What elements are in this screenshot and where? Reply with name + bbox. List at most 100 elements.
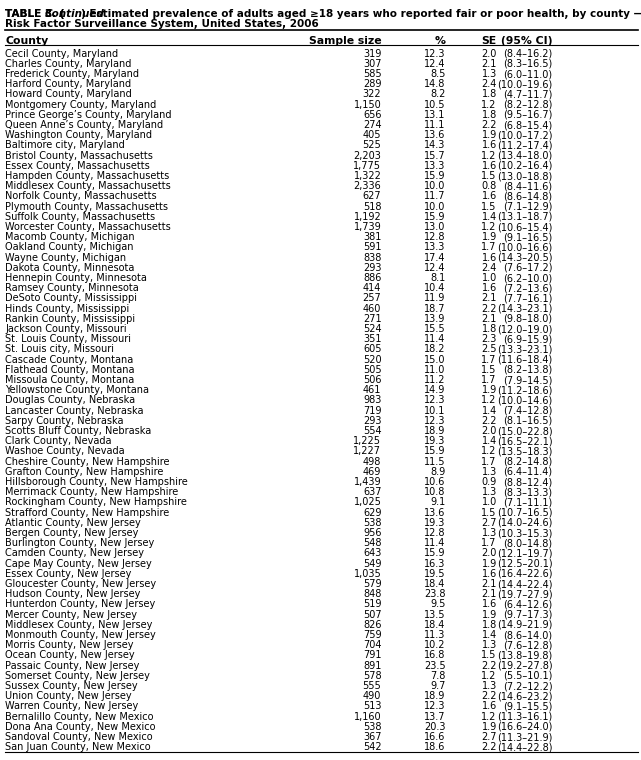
Text: (5.5–10.1): (5.5–10.1) — [503, 671, 553, 681]
Text: 2.1: 2.1 — [481, 314, 497, 324]
Text: 10.2: 10.2 — [424, 640, 445, 651]
Text: 11.4: 11.4 — [424, 334, 445, 344]
Text: 2,203: 2,203 — [354, 150, 381, 160]
Text: 1.4: 1.4 — [481, 212, 497, 222]
Text: 1.2: 1.2 — [481, 395, 497, 405]
Text: 289: 289 — [363, 79, 381, 89]
Text: 13.1: 13.1 — [424, 110, 445, 120]
Text: 1.5: 1.5 — [481, 365, 497, 375]
Text: 11.9: 11.9 — [424, 293, 445, 303]
Text: 538: 538 — [363, 722, 381, 732]
Text: 1,225: 1,225 — [353, 436, 381, 446]
Text: 1.2: 1.2 — [481, 150, 497, 160]
Text: 1.0: 1.0 — [481, 497, 497, 508]
Text: 18.6: 18.6 — [424, 743, 445, 752]
Text: (10.2–16.4): (10.2–16.4) — [497, 161, 553, 171]
Text: (9.5–16.7): (9.5–16.7) — [503, 110, 553, 120]
Text: 2.1: 2.1 — [481, 59, 497, 69]
Text: Washington County, Maryland: Washington County, Maryland — [5, 130, 152, 141]
Text: 1.2: 1.2 — [481, 446, 497, 457]
Text: 498: 498 — [363, 457, 381, 467]
Text: 257: 257 — [363, 293, 381, 303]
Text: (7.1–12.9): (7.1–12.9) — [503, 201, 553, 211]
Text: (8.4–11.6): (8.4–11.6) — [503, 181, 553, 192]
Text: 1.9: 1.9 — [481, 722, 497, 732]
Text: 2.3: 2.3 — [481, 334, 497, 344]
Text: 18.2: 18.2 — [424, 344, 445, 354]
Text: 18.4: 18.4 — [424, 620, 445, 630]
Text: 9.5: 9.5 — [430, 600, 445, 610]
Text: Dakota County, Minnesota: Dakota County, Minnesota — [5, 263, 135, 273]
Text: 519: 519 — [363, 600, 381, 610]
Text: 507: 507 — [363, 610, 381, 619]
Text: 1.6: 1.6 — [481, 568, 497, 579]
Text: 525: 525 — [363, 141, 381, 150]
Text: St. Louis County, Missouri: St. Louis County, Missouri — [5, 334, 131, 344]
Text: 12.4: 12.4 — [424, 263, 445, 273]
Text: (16.5–22.1): (16.5–22.1) — [497, 436, 553, 446]
Text: Missoula County, Montana: Missoula County, Montana — [5, 375, 135, 385]
Text: 524: 524 — [363, 324, 381, 334]
Text: 8.9: 8.9 — [430, 467, 445, 477]
Text: 293: 293 — [363, 416, 381, 426]
Text: 719: 719 — [363, 406, 381, 416]
Text: (8.2–12.8): (8.2–12.8) — [503, 100, 553, 109]
Text: Continued: Continued — [45, 9, 104, 19]
Text: 23.5: 23.5 — [424, 660, 445, 670]
Text: 8.5: 8.5 — [430, 69, 445, 79]
Text: 18.9: 18.9 — [424, 426, 445, 436]
Text: 838: 838 — [363, 252, 381, 263]
Text: 555: 555 — [363, 681, 381, 691]
Text: Dona Ana County, New Mexico: Dona Ana County, New Mexico — [5, 722, 156, 732]
Text: Grafton County, New Hampshire: Grafton County, New Hampshire — [5, 467, 163, 477]
Text: 1.8: 1.8 — [481, 90, 497, 100]
Text: 848: 848 — [363, 589, 381, 599]
Text: 2.2: 2.2 — [481, 691, 497, 701]
Text: Middlesex County, New Jersey: Middlesex County, New Jersey — [5, 620, 153, 630]
Text: Montgomery County, Maryland: Montgomery County, Maryland — [5, 100, 156, 109]
Text: 0.9: 0.9 — [481, 477, 497, 487]
Text: 2.0: 2.0 — [481, 49, 497, 59]
Text: 1.5: 1.5 — [481, 508, 497, 518]
Text: 1.6: 1.6 — [481, 192, 497, 201]
Text: Scotts Bluff County, Nebraska: Scotts Bluff County, Nebraska — [5, 426, 151, 436]
Text: 1,439: 1,439 — [354, 477, 381, 487]
Text: (14.9–21.9): (14.9–21.9) — [497, 620, 553, 630]
Text: (7.6–12.8): (7.6–12.8) — [503, 640, 553, 651]
Text: 11.7: 11.7 — [424, 192, 445, 201]
Text: 605: 605 — [363, 344, 381, 354]
Text: Bergen County, New Jersey: Bergen County, New Jersey — [5, 528, 138, 538]
Text: 549: 549 — [363, 559, 381, 568]
Text: (16.4–22.6): (16.4–22.6) — [497, 568, 553, 579]
Text: 14.8: 14.8 — [424, 79, 445, 89]
Text: 11.5: 11.5 — [424, 457, 445, 467]
Text: 322: 322 — [363, 90, 381, 100]
Text: Cascade County, Montana: Cascade County, Montana — [5, 355, 133, 365]
Text: 469: 469 — [363, 467, 381, 477]
Text: Burlington County, New Jersey: Burlington County, New Jersey — [5, 538, 154, 548]
Text: (9.1–16.5): (9.1–16.5) — [503, 233, 553, 242]
Text: 1.6: 1.6 — [481, 283, 497, 293]
Text: (8.3–13.3): (8.3–13.3) — [503, 487, 553, 497]
Text: (15.0–22.8): (15.0–22.8) — [497, 426, 553, 436]
Text: (9.7–17.3): (9.7–17.3) — [503, 610, 553, 619]
Text: 2.7: 2.7 — [481, 518, 497, 527]
Text: 538: 538 — [363, 518, 381, 527]
Text: 1.9: 1.9 — [481, 385, 497, 395]
Text: 10.5: 10.5 — [424, 100, 445, 109]
Text: Sandoval County, New Mexico: Sandoval County, New Mexico — [5, 732, 153, 742]
Text: 2.2: 2.2 — [481, 304, 497, 314]
Text: 1.6: 1.6 — [481, 600, 497, 610]
Text: Sample size: Sample size — [309, 36, 381, 46]
Text: 513: 513 — [363, 701, 381, 711]
Text: 10.0: 10.0 — [424, 181, 445, 192]
Text: (8.6–14.8): (8.6–14.8) — [503, 192, 553, 201]
Text: (8.2–13.8): (8.2–13.8) — [503, 365, 553, 375]
Text: Norfolk County, Massachusetts: Norfolk County, Massachusetts — [5, 192, 157, 201]
Text: 578: 578 — [363, 671, 381, 681]
Text: Ocean County, New Jersey: Ocean County, New Jersey — [5, 651, 135, 660]
Text: 12.3: 12.3 — [424, 49, 445, 59]
Text: 1.5: 1.5 — [481, 201, 497, 211]
Text: 12.3: 12.3 — [424, 701, 445, 711]
Text: Hunterdon County, New Jersey: Hunterdon County, New Jersey — [5, 600, 155, 610]
